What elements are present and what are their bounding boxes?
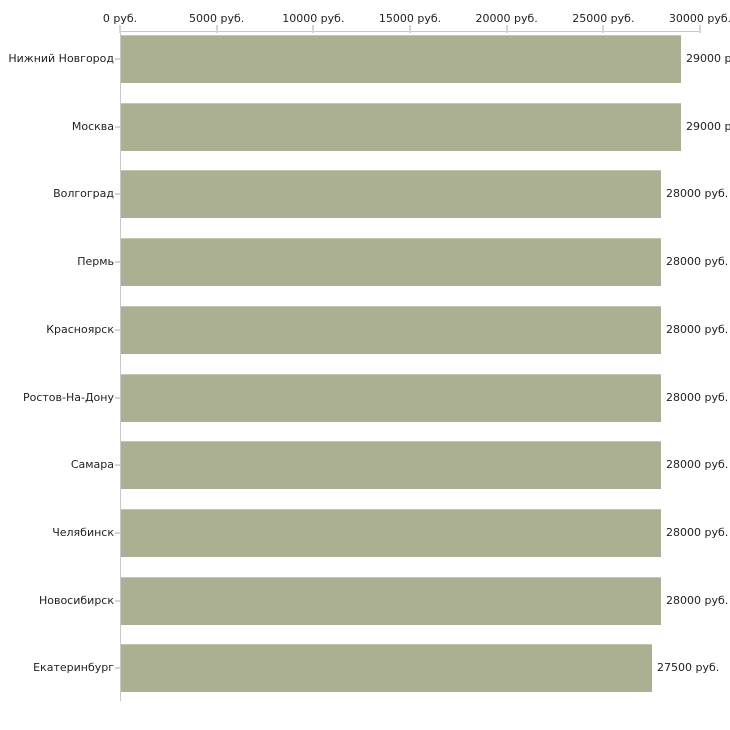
category-label: Нижний Новгород bbox=[8, 52, 114, 65]
value-label: 28000 руб. bbox=[666, 390, 729, 404]
value-label: 28000 руб. bbox=[666, 255, 729, 269]
x-axis-tick bbox=[505, 25, 508, 33]
category-label: Пермь bbox=[77, 255, 114, 269]
x-axis-tick-label: 5000 руб. bbox=[189, 12, 245, 25]
y-axis-tick bbox=[115, 261, 120, 264]
x-axis-tick bbox=[312, 25, 315, 33]
value-label: 28000 руб. bbox=[666, 458, 729, 472]
bar bbox=[121, 238, 661, 287]
value-label: 28000 руб. bbox=[666, 187, 729, 201]
bar bbox=[121, 102, 681, 151]
category-label: Екатеринбург bbox=[33, 661, 114, 675]
y-axis-tick bbox=[115, 599, 120, 602]
category-label: Красноярск bbox=[46, 322, 114, 336]
category-label: Самара bbox=[70, 458, 114, 472]
x-axis-tick-label: 30000 руб. bbox=[668, 12, 730, 25]
value-label: 28000 руб. bbox=[666, 525, 729, 539]
x-axis-tick bbox=[215, 25, 218, 33]
x-axis-tick-label: 10000 руб. bbox=[282, 12, 345, 25]
x-axis-tick-label: 20000 руб. bbox=[475, 12, 538, 25]
x-axis-tick-label: 15000 руб. bbox=[378, 12, 442, 25]
y-axis-line bbox=[120, 31, 121, 701]
category-label: Челябинск bbox=[52, 525, 114, 539]
x-axis-tick bbox=[602, 25, 605, 33]
bar bbox=[121, 441, 661, 490]
bar bbox=[121, 170, 661, 219]
category-label: Волгоград bbox=[53, 187, 114, 201]
y-axis-tick bbox=[115, 531, 120, 534]
category-label: Москва bbox=[71, 119, 114, 133]
y-axis-tick bbox=[115, 125, 120, 128]
x-axis-tick-label: 25000 руб. bbox=[572, 12, 635, 25]
category-label: Ростов-На-Дону bbox=[22, 390, 114, 404]
bar bbox=[121, 305, 661, 354]
x-axis-tick bbox=[699, 25, 701, 33]
y-axis-tick bbox=[115, 328, 120, 331]
value-label: 29000 руб. bbox=[686, 52, 730, 65]
bar bbox=[121, 35, 681, 83]
value-label: 27500 руб. bbox=[657, 661, 720, 675]
y-axis-tick bbox=[115, 58, 120, 60]
y-axis-tick bbox=[115, 464, 120, 467]
x-axis-tick-label: 0 руб. bbox=[102, 12, 138, 25]
x-axis-tick bbox=[409, 25, 411, 33]
value-label: 28000 руб. bbox=[666, 593, 729, 607]
y-axis-tick bbox=[115, 193, 120, 196]
bar bbox=[121, 644, 652, 693]
category-label: Новосибирск bbox=[38, 593, 114, 607]
y-axis-tick bbox=[115, 667, 120, 670]
value-label: 28000 руб. bbox=[666, 322, 729, 336]
bar bbox=[121, 576, 661, 625]
y-axis-tick bbox=[115, 396, 120, 399]
bar bbox=[121, 373, 661, 422]
bar bbox=[121, 508, 661, 557]
value-label: 29000 руб. bbox=[686, 119, 730, 133]
x-axis-tick bbox=[119, 25, 121, 33]
